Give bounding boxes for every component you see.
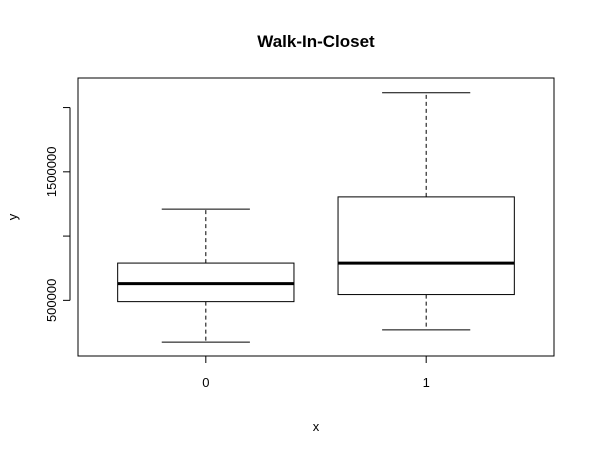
box-1: [337, 92, 515, 331]
chart-title: Walk-In-Closet: [257, 32, 375, 51]
plot-frame: [77, 77, 555, 357]
x-axis-label: x: [313, 419, 320, 434]
iqr-box: [337, 196, 515, 296]
y-axis-label: y: [5, 213, 20, 220]
y-axis: 500000 1500000: [44, 107, 71, 322]
y-tick-label: 1500000: [44, 147, 59, 198]
x-tick-label: 1: [423, 375, 430, 390]
x-tick-label: 0: [202, 375, 209, 390]
y-tick-label: 500000: [44, 279, 59, 322]
box-group: [117, 92, 515, 343]
box-0: [117, 208, 295, 343]
